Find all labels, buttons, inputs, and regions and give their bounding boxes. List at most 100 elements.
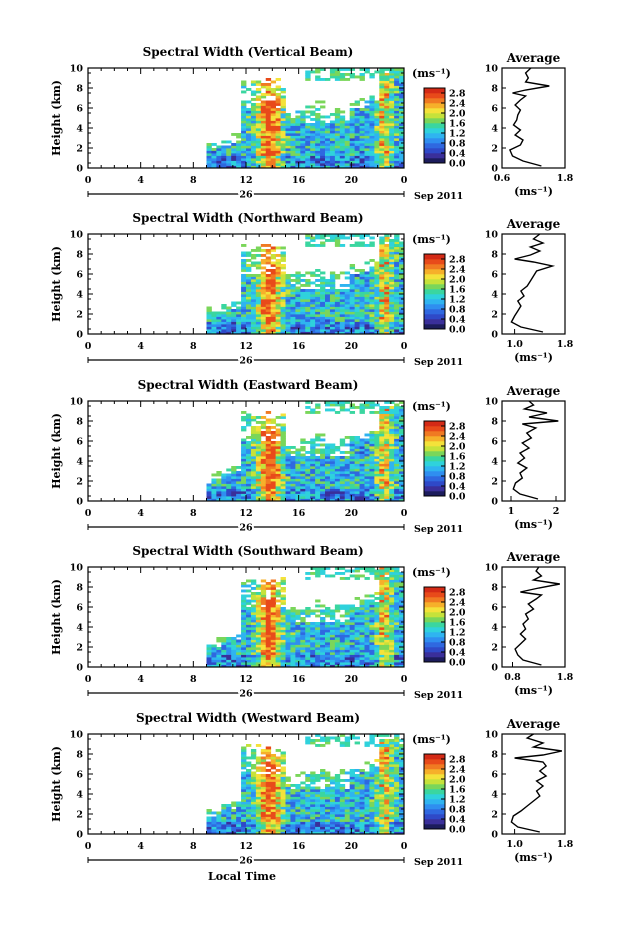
heatmap-cell <box>231 821 237 825</box>
heatmap-cell <box>339 478 346 482</box>
heatmap-cell <box>364 491 370 494</box>
heatmap-cell <box>265 135 272 139</box>
heatmap-cell <box>280 281 286 285</box>
heatmap-cell <box>394 446 400 449</box>
heatmap-cell <box>354 138 360 141</box>
heatmap-cell <box>399 448 405 452</box>
heatmap-cell <box>344 148 351 151</box>
heatmap-cell <box>349 483 356 487</box>
heatmap-cell <box>221 498 227 502</box>
heatmap-cell <box>359 321 365 325</box>
heatmap-cell <box>206 816 212 820</box>
colorbar: 0.00.40.81.21.62.02.42.8 <box>423 87 466 170</box>
heatmap-cell <box>270 115 277 119</box>
heatmap-cell <box>250 756 257 760</box>
colorbar-tick-label: 0.8 <box>449 139 466 150</box>
heatmap-cell <box>354 483 360 487</box>
heatmap-cell <box>285 612 291 615</box>
heatmap-cell <box>270 624 277 628</box>
heatmap-cell <box>389 103 395 106</box>
heatmap-cell <box>389 654 395 658</box>
heatmap-cell <box>305 148 311 151</box>
heatmap-cell <box>379 256 385 260</box>
heatmap-cell <box>339 284 346 287</box>
heatmap-cell <box>236 488 242 492</box>
heatmap-cell <box>246 607 252 610</box>
heatmap-cell <box>260 279 267 282</box>
heatmap-cell <box>280 448 286 452</box>
heatmap-cell <box>354 321 360 325</box>
heatmap-cell <box>394 652 400 655</box>
heatmap-cell <box>389 78 395 81</box>
heatmap-cell <box>265 78 272 81</box>
heatmap-cell <box>344 639 351 643</box>
heatmap-cell <box>325 148 331 151</box>
heatmap-cell <box>255 160 262 164</box>
heatmap-cell <box>339 130 346 134</box>
heatmap-cell <box>226 311 232 315</box>
heatmap-cell <box>255 476 262 479</box>
heatmap-cell <box>290 329 296 332</box>
heatmap-cell <box>280 251 286 255</box>
heatmap-cell <box>280 471 286 474</box>
heatmap-cell <box>236 809 242 812</box>
heatmap-cell <box>384 123 390 126</box>
heatmap-cell <box>339 483 346 487</box>
heatmap-cell <box>394 627 400 630</box>
heatmap-cell <box>364 649 370 653</box>
heatmap-cell <box>344 654 351 658</box>
heatmap-cell <box>384 286 390 290</box>
heatmap-cell <box>241 145 247 149</box>
heatmap-cell <box>310 662 316 665</box>
heatmap-cell <box>329 466 336 469</box>
heatmap-cell <box>246 662 252 665</box>
heatmap-cell <box>285 165 291 169</box>
heatmap-cell <box>399 103 405 106</box>
heatmap-cell <box>339 639 346 643</box>
heatmap-cell <box>399 627 405 630</box>
heatmap-cell <box>206 319 212 322</box>
heatmap-cell <box>394 443 400 447</box>
heatmap-cell <box>329 617 336 620</box>
heatmap-cell <box>250 612 257 615</box>
heatmap-cell <box>285 478 291 482</box>
heatmap-cell <box>334 476 341 479</box>
heatmap-cell <box>399 274 405 277</box>
heatmap-cell <box>226 140 232 144</box>
heatmap-cell <box>325 662 331 665</box>
heatmap-cell <box>379 436 385 439</box>
heatmap-cell <box>379 236 385 240</box>
heatmap-cell <box>305 304 311 307</box>
heatmap-cell <box>295 135 301 139</box>
heatmap-cell <box>334 115 341 119</box>
heatmap-cell <box>394 135 400 139</box>
heatmap-cell <box>255 811 262 815</box>
heatmap-cell <box>399 461 405 464</box>
heatmap-cell <box>320 271 326 275</box>
heatmap-cell <box>241 446 247 449</box>
heatmap-cell <box>285 486 291 489</box>
colorbar-tick-label: 0.4 <box>449 482 466 493</box>
heatmap-cell <box>290 319 296 322</box>
heatmap-cell <box>384 421 390 424</box>
heatmap-cell <box>374 629 380 633</box>
heatmap-cell <box>241 274 247 277</box>
heatmap-cell <box>260 498 267 502</box>
y-tick-label: 0 <box>76 663 83 674</box>
heatmap-cell <box>226 491 232 494</box>
heatmap-cell <box>250 83 257 86</box>
heatmap-cell <box>354 150 360 154</box>
heatmap-cell <box>379 458 385 462</box>
heatmap-cell <box>394 319 400 322</box>
heatmap-cell <box>349 438 356 442</box>
heatmap-cell <box>280 294 286 297</box>
heatmap-cell <box>241 110 247 114</box>
heatmap-cell <box>295 642 301 645</box>
heatmap-cell <box>236 319 242 322</box>
heatmap-cell <box>275 624 281 628</box>
heatmap-cell <box>399 584 405 588</box>
heatmap-cell <box>329 614 336 618</box>
heatmap-cell <box>369 456 375 459</box>
heatmap-cell <box>399 241 405 245</box>
colorbar-swatch <box>424 456 445 462</box>
